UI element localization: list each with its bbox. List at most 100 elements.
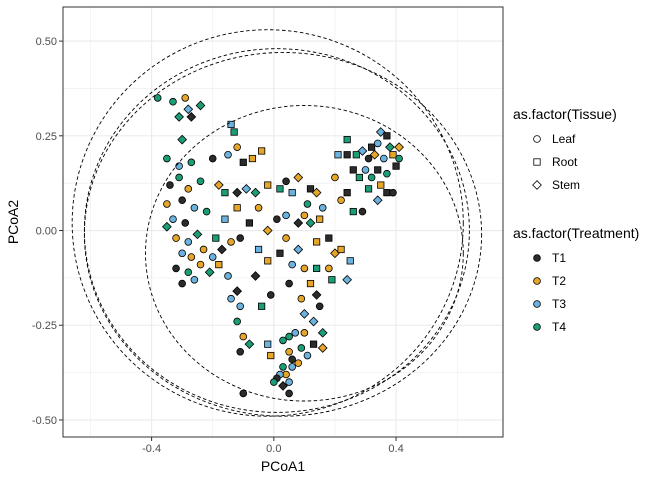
x-tick-label: -0.4 [142, 443, 161, 455]
data-point [315, 302, 324, 311]
legend-label: T3 [552, 297, 566, 311]
confidence-ellipse [71, 29, 464, 417]
data-point [328, 276, 336, 284]
legend-key-leaf [533, 135, 541, 143]
data-point [250, 271, 261, 281]
legend-label: Leaf [552, 132, 576, 146]
data-point [217, 244, 227, 255]
data-point [285, 279, 293, 288]
data-point [361, 166, 370, 174]
data-point [233, 204, 241, 212]
data-point [241, 183, 252, 194]
x-tick-label: 0.4 [388, 443, 403, 455]
legend-label: T1 [552, 251, 566, 265]
data-point [373, 139, 382, 148]
data-point [213, 180, 224, 190]
data-point [183, 104, 194, 115]
y-tick-label: -0.50 [32, 415, 57, 427]
data-point [181, 219, 190, 227]
legend-key-t4 [533, 323, 541, 331]
data-point [342, 274, 353, 285]
data-point [258, 147, 266, 155]
data-point [239, 389, 248, 398]
data-point [221, 189, 229, 197]
data-point [224, 272, 232, 280]
data-point [300, 264, 309, 273]
data-point [293, 172, 304, 183]
data-point [195, 100, 206, 111]
data-point [343, 189, 351, 197]
data-point [316, 215, 324, 223]
data-point [364, 154, 373, 163]
data-point [245, 219, 253, 227]
data-point [389, 151, 397, 159]
data-point [293, 244, 304, 255]
data-point [184, 185, 193, 193]
data-point [175, 162, 183, 170]
data-point [178, 279, 186, 288]
data-point [374, 166, 382, 174]
data-point [264, 181, 272, 189]
data-point [199, 245, 208, 254]
data-point [293, 218, 304, 228]
data-point [337, 245, 345, 254]
data-point [349, 207, 357, 216]
data-point [308, 316, 319, 327]
y-axis-title: PCoA2 [5, 200, 21, 245]
data-point [178, 196, 186, 205]
data-point [355, 173, 363, 182]
data-point [174, 112, 184, 122]
legend-key-t3 [533, 300, 541, 308]
data-point [177, 134, 188, 145]
data-point [306, 185, 315, 193]
confidence-ellipse [83, 48, 470, 413]
data-point [358, 207, 367, 216]
data-point [236, 302, 245, 311]
plot-area [62, 6, 504, 438]
data-point [172, 264, 180, 273]
data-point [282, 211, 290, 220]
data-point [187, 158, 196, 167]
data-point [288, 260, 296, 269]
data-point [202, 207, 211, 216]
data-point [383, 132, 391, 140]
confidence-ellipses [71, 29, 483, 417]
data-point [297, 344, 306, 352]
data-point [233, 143, 241, 151]
data-point [392, 162, 400, 170]
data-point [196, 177, 205, 186]
data-point [278, 380, 288, 391]
x-axis-title: PCoA1 [261, 458, 306, 474]
data-point [395, 154, 403, 163]
data-point [224, 150, 232, 159]
y-tick-label: 0.00 [36, 226, 57, 238]
data-point [169, 97, 177, 106]
data-point [313, 238, 321, 246]
data-point [250, 187, 261, 198]
data-point [248, 154, 257, 163]
data-point [375, 127, 386, 137]
data-point [186, 112, 197, 122]
data-point [187, 253, 196, 261]
data-point [208, 253, 217, 261]
x-tick-label: 0.0 [266, 443, 281, 455]
data-point [334, 151, 342, 159]
data-point [267, 351, 275, 360]
data-point [266, 291, 275, 299]
data-point [282, 234, 290, 242]
data-point [317, 327, 328, 338]
data-point [239, 158, 247, 166]
data-point [227, 238, 235, 246]
data-point [357, 146, 368, 156]
data-point [300, 329, 309, 337]
grid-lines [63, 7, 503, 437]
data-point [236, 234, 245, 242]
legend-label: Stem [552, 178, 580, 192]
data-point [153, 94, 162, 102]
data-point [166, 181, 174, 189]
data-point [282, 177, 290, 186]
data-point [383, 169, 391, 178]
data-point [184, 238, 193, 246]
data-point [172, 234, 180, 242]
